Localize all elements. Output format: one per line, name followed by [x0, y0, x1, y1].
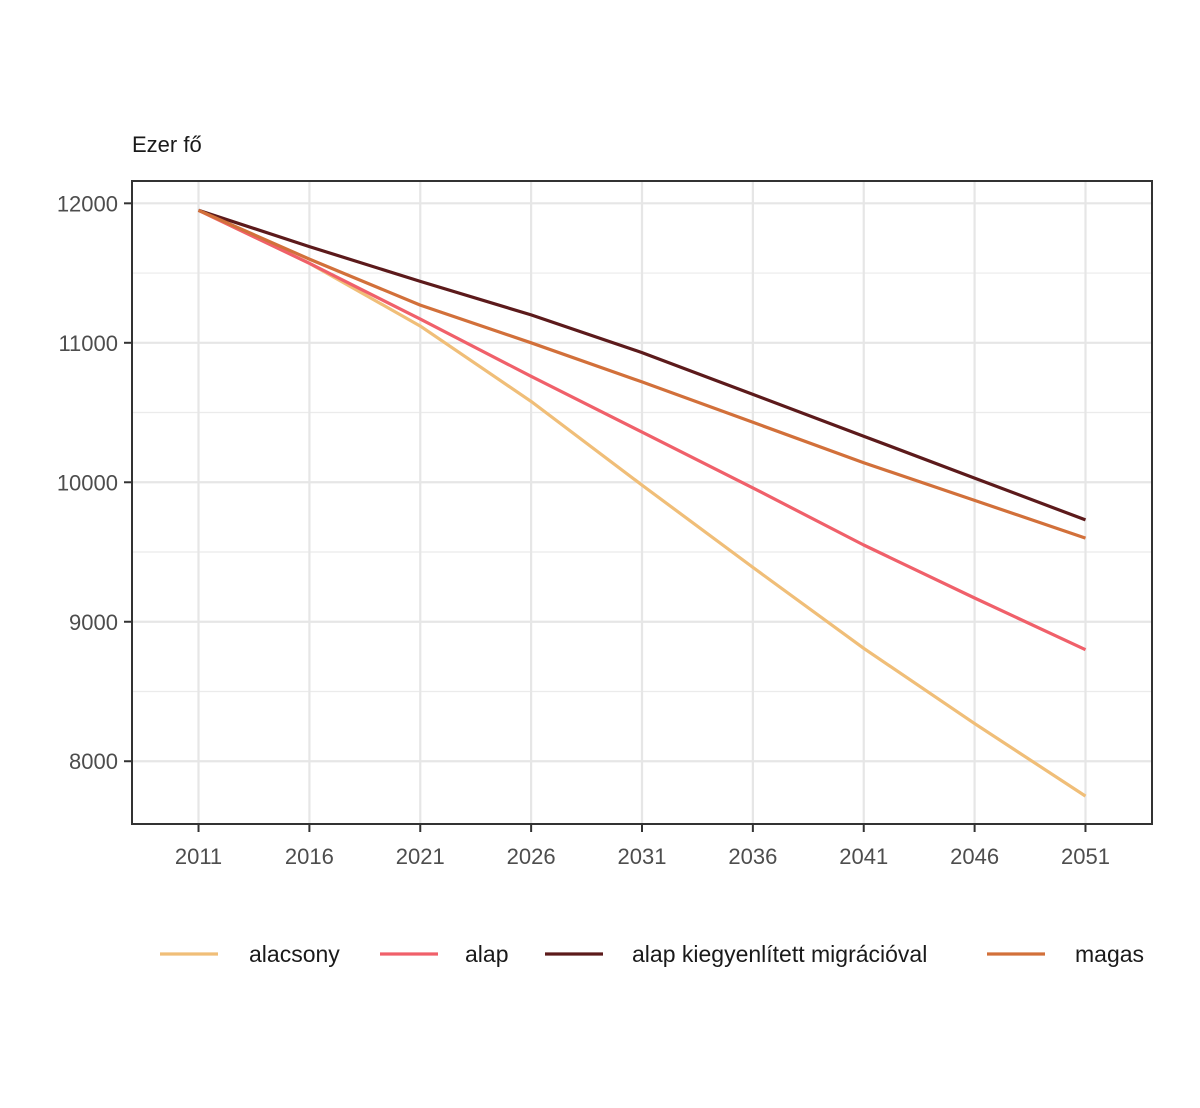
legend-label: magas: [1075, 941, 1144, 967]
major-gridlines: [132, 181, 1152, 824]
legend-label: alap kiegyenlített migrációval: [632, 941, 927, 967]
series-line-alacsony: [197, 208, 1087, 798]
x-tick-label: 2011: [175, 844, 222, 869]
y-tick-label: 10000: [57, 470, 118, 495]
y-axis: 8000 9000 10000 11000 12000: [57, 191, 132, 774]
x-tick-label: 2046: [950, 844, 999, 869]
y-tick-label: 8000: [69, 749, 118, 774]
series-line-alap-kiegyenlített-migrációval: [198, 208, 1087, 522]
x-tick-label: 2026: [507, 844, 556, 869]
x-tick-label: 2021: [396, 844, 445, 869]
series-line-alap: [197, 208, 1087, 652]
y-tick-label: 9000: [69, 610, 118, 635]
legend-label: alacsony: [249, 941, 340, 967]
series-line-magas: [197, 208, 1087, 540]
x-tick-label: 2041: [839, 844, 888, 869]
y-axis-label: Ezer fő: [132, 132, 202, 157]
legend: alacsony alap alap kiegyenlített migrációv…: [160, 941, 1144, 967]
y-tick-label: 11000: [58, 331, 118, 356]
x-tick-label: 2031: [618, 844, 667, 869]
legend-label: alap: [465, 941, 508, 967]
x-tick-label: 2036: [728, 844, 777, 869]
x-tick-label: 2051: [1061, 844, 1110, 869]
x-tick-label: 2016: [285, 844, 334, 869]
y-tick-label: 12000: [57, 191, 118, 216]
x-axis: 2011 2016 2021 2026 2031 2036 2041 2046 2051: [175, 824, 1110, 869]
series-lines: [197, 208, 1087, 798]
